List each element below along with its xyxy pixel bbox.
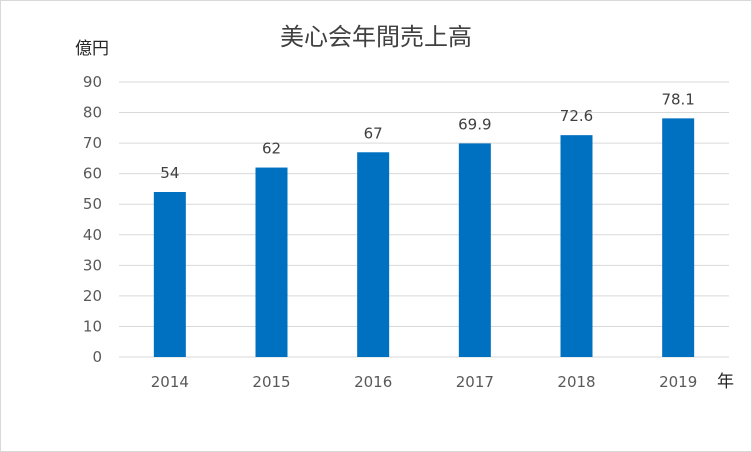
y-tick-label: 90 bbox=[83, 73, 102, 91]
y-tick-label: 80 bbox=[83, 104, 102, 122]
y-tick-label: 60 bbox=[83, 165, 102, 183]
bar-value-label: 54 bbox=[160, 164, 179, 182]
bar-value-label: 67 bbox=[364, 124, 383, 142]
y-tick-label: 30 bbox=[83, 256, 102, 274]
y-tick-label: 20 bbox=[83, 287, 102, 305]
x-tick-label: 2018 bbox=[557, 373, 595, 391]
bar bbox=[357, 152, 390, 357]
y-axis-unit-label: 億円 bbox=[75, 39, 109, 59]
x-axis-ticks: 2014 2015 2016 2017 2018 2019 bbox=[151, 373, 698, 391]
x-tick-label: 2016 bbox=[354, 373, 392, 391]
bar bbox=[662, 118, 695, 357]
bar bbox=[255, 167, 288, 357]
bar-value-label: 69.9 bbox=[458, 115, 491, 133]
chart-title: 美心会年間売上高 bbox=[280, 23, 472, 51]
y-axis-ticks: 0 10 20 30 40 50 60 70 80 90 bbox=[83, 73, 102, 366]
bar bbox=[560, 135, 593, 357]
data-labels: 54 62 67 69.9 72.6 78.1 bbox=[160, 90, 695, 182]
y-tick-label: 50 bbox=[83, 195, 102, 213]
bar-value-label: 62 bbox=[262, 140, 281, 158]
y-tick-label: 70 bbox=[83, 134, 102, 152]
gridlines bbox=[119, 81, 729, 358]
x-tick-label: 2019 bbox=[659, 373, 697, 391]
y-tick-label: 10 bbox=[83, 317, 102, 335]
bar bbox=[153, 192, 186, 357]
y-tick-label: 40 bbox=[83, 226, 102, 244]
bars bbox=[153, 118, 695, 357]
x-tick-label: 2014 bbox=[151, 373, 189, 391]
x-tick-label: 2017 bbox=[456, 373, 494, 391]
x-tick-label: 2015 bbox=[252, 373, 290, 391]
bar bbox=[458, 143, 491, 357]
y-tick-label: 0 bbox=[92, 348, 102, 366]
x-axis-unit-label: 年 bbox=[717, 372, 734, 392]
bar-value-label: 72.6 bbox=[560, 107, 593, 125]
bar-value-label: 78.1 bbox=[661, 90, 694, 108]
